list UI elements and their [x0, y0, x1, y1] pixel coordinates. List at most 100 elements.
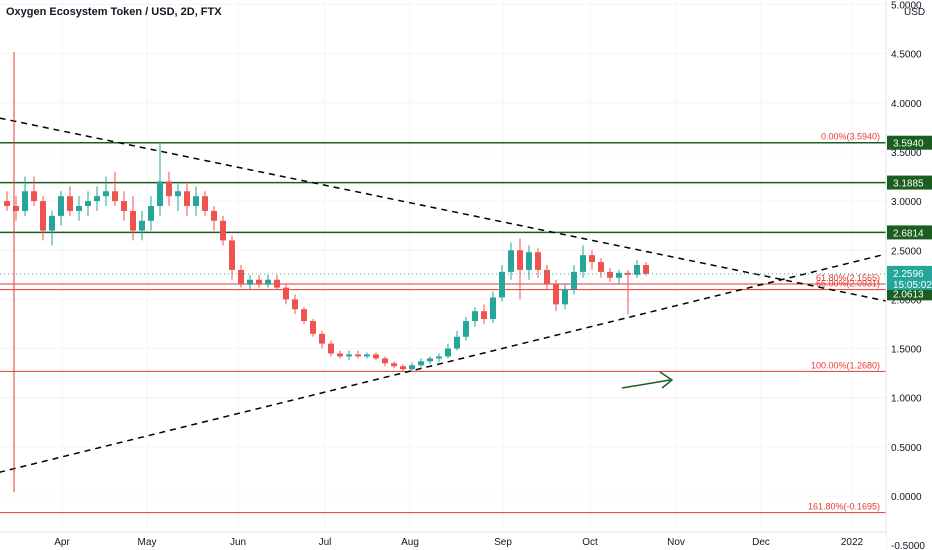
candle: [256, 274, 262, 288]
candle: [301, 307, 307, 324]
candle-body: [103, 191, 109, 197]
candle: [490, 291, 496, 323]
candle-body: [40, 201, 46, 231]
candle-body: [4, 201, 10, 207]
candle: [607, 267, 613, 282]
candle-body: [22, 191, 28, 211]
candle-body: [112, 191, 118, 202]
level-badge-label: 3.5940: [893, 139, 924, 150]
candle: [643, 262, 649, 276]
price-axis-ticks: 10.00009.50009.00008.50008.00007.50007.0…: [891, 1, 925, 550]
candle-body: [31, 191, 37, 202]
candle-body: [238, 269, 244, 285]
candle-body: [490, 297, 496, 320]
time-tick-label: Jul: [319, 537, 332, 548]
candle-body: [418, 361, 424, 366]
time-tick-label: Jun: [230, 537, 246, 548]
candle: [40, 196, 46, 241]
candle: [292, 294, 298, 315]
level-badge-label: 2.0613: [893, 289, 924, 300]
candle-body: [445, 348, 451, 357]
candle: [409, 362, 415, 372]
candle: [328, 340, 334, 357]
candle: [544, 264, 550, 290]
candle-body: [535, 252, 541, 270]
candle-body: [139, 220, 145, 231]
fib-label: 161.80%(-0.1695): [808, 502, 880, 512]
fib-label: 0.00%(3.5940): [821, 132, 880, 142]
price-tick-label: 4.5000: [891, 50, 922, 61]
candle: [382, 356, 388, 367]
trendline: [0, 117, 932, 312]
candle-body: [364, 354, 370, 357]
price-tick-label: 1.0000: [891, 394, 922, 405]
candle: [103, 176, 109, 207]
candle-body: [454, 336, 460, 349]
candle: [202, 191, 208, 216]
time-tick-label: Nov: [667, 537, 685, 548]
candle: [166, 171, 172, 207]
candle-body: [463, 321, 469, 337]
candle: [616, 269, 622, 285]
candle-body: [49, 215, 55, 231]
candle: [247, 274, 253, 290]
current-price-label: 2.2596: [893, 269, 924, 280]
candle: [580, 245, 586, 278]
candle: [112, 171, 118, 207]
candle-body: [85, 201, 91, 207]
countdown-label: 15:05:02: [893, 280, 932, 291]
candle: [373, 352, 379, 361]
candle-body: [202, 196, 208, 211]
candle-body: [193, 196, 199, 207]
candle: [463, 317, 469, 341]
candles: [4, 143, 649, 372]
candle: [436, 353, 442, 363]
candle: [139, 210, 145, 241]
candle: [400, 364, 406, 372]
candle: [22, 176, 28, 216]
price-tick-label: 4.0000: [891, 99, 922, 110]
candle: [184, 181, 190, 216]
candle: [130, 196, 136, 241]
candle-body: [301, 309, 307, 322]
candle: [598, 258, 604, 278]
candle-body: [643, 264, 649, 274]
candle-body: [157, 181, 163, 207]
candle: [58, 191, 64, 226]
arrow-annotation: [621, 371, 674, 389]
candle: [319, 330, 325, 349]
candle-body: [508, 250, 514, 272]
fibonacci-levels: 0.00%(3.5940) 61.80%(2.1565)65.00%(2.0931…: [0, 132, 886, 514]
candle-body: [310, 321, 316, 334]
candle: [589, 250, 595, 270]
level-badge: [887, 225, 932, 240]
candle-body: [211, 210, 217, 221]
price-tick-label: 3.0000: [891, 197, 922, 208]
candle-body: [526, 252, 532, 270]
candle: [310, 319, 316, 337]
trendline: [0, 241, 932, 473]
candle-body: [292, 299, 298, 310]
candle: [391, 361, 397, 369]
candle: [49, 210, 55, 246]
time-tick-label: 2022: [841, 537, 864, 548]
candle-body: [499, 271, 505, 298]
candle-body: [580, 255, 586, 272]
time-axis-ticks: Apr May Jun Jul Aug Sep Oct Nov Dec 2022: [54, 537, 863, 548]
fib-label: 65.00%(2.0931): [816, 279, 880, 289]
candle-body: [166, 181, 172, 197]
candle-body: [391, 363, 397, 367]
candle: [220, 215, 226, 246]
candle: [274, 274, 280, 290]
candle: [535, 248, 541, 278]
time-tick-label: Aug: [401, 537, 419, 548]
candle: [94, 186, 100, 211]
fib-label: 61.80%(2.1565): [816, 273, 880, 283]
candle-body: [76, 206, 82, 211]
candle: [13, 196, 19, 221]
candle: [454, 330, 460, 351]
candle: [193, 186, 199, 216]
candle-body: [616, 272, 622, 278]
time-axis-background[interactable]: [0, 532, 886, 550]
